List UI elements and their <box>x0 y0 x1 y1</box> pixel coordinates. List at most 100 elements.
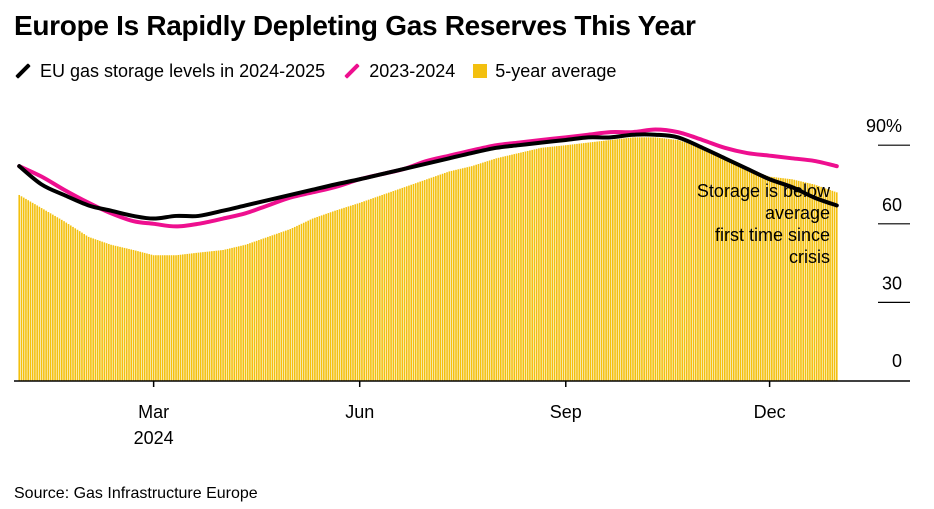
average-bar <box>598 141 601 381</box>
average-bar <box>759 173 762 381</box>
average-bar <box>784 178 787 381</box>
average-bar <box>663 138 666 381</box>
average-bar <box>753 171 755 381</box>
average-bar <box>85 235 88 381</box>
average-bar <box>744 167 746 381</box>
average-bar <box>334 210 336 381</box>
average-bar <box>576 143 578 381</box>
average-bar <box>374 197 377 381</box>
average-bar <box>654 137 657 381</box>
average-bar <box>670 139 672 381</box>
average-bar <box>90 237 92 381</box>
average-bar <box>105 243 108 381</box>
average-bar <box>417 182 419 381</box>
average-bar <box>284 230 287 381</box>
average-bar <box>83 234 85 381</box>
average-bar <box>327 213 330 381</box>
average-bar <box>309 219 312 381</box>
average-bar <box>791 179 793 381</box>
average-bar <box>780 177 782 381</box>
average-bar <box>771 176 773 381</box>
average-bar <box>390 191 392 381</box>
average-bar <box>470 166 473 381</box>
average-bar <box>777 177 780 381</box>
average-bar <box>609 139 612 381</box>
average-bar <box>186 253 189 381</box>
average-bar <box>166 255 168 381</box>
average-bar <box>717 155 719 381</box>
average-bar <box>132 250 135 381</box>
average-bar <box>394 190 397 381</box>
average-bar <box>452 170 455 381</box>
legend-item-2023-2024: 2023-2024 <box>343 61 455 82</box>
average-bar <box>526 150 529 381</box>
average-bar <box>125 248 128 381</box>
average-bar <box>246 243 249 381</box>
average-bar <box>629 137 632 381</box>
average-bar <box>128 248 130 381</box>
average-bar <box>116 246 119 381</box>
average-bar <box>141 252 144 381</box>
y-tick-label: 90% <box>866 116 902 136</box>
average-bar <box>730 161 733 381</box>
average-bar <box>143 252 146 381</box>
average-bar <box>255 240 258 381</box>
average-bar <box>603 140 605 381</box>
average-bar <box>587 142 589 381</box>
average-bar <box>112 245 115 381</box>
average-bar <box>468 166 471 381</box>
average-bar <box>768 176 771 381</box>
x-tick-label: Dec <box>754 402 786 422</box>
x-tick-label: Mar <box>138 402 169 422</box>
average-bar <box>486 161 489 381</box>
average-bar <box>520 152 522 381</box>
average-bar <box>137 251 139 381</box>
average-bar <box>697 146 699 381</box>
average-bar <box>130 249 133 381</box>
average-bar <box>459 168 462 381</box>
average-bar <box>665 138 668 381</box>
average-bar <box>34 204 36 381</box>
average-bar <box>213 250 215 381</box>
average-bar <box>168 255 171 381</box>
average-bar <box>585 142 587 381</box>
average-bar <box>25 198 27 381</box>
average-bar <box>18 194 21 381</box>
average-bar <box>396 189 399 381</box>
average-bar <box>332 211 334 381</box>
average-bar <box>108 243 110 381</box>
average-bar <box>589 142 592 381</box>
average-bar <box>690 144 693 381</box>
average-bar <box>457 169 460 381</box>
legend: EU gas storage levels in 2024-2025 2023-… <box>14 58 634 84</box>
average-bar <box>410 184 413 381</box>
average-bar <box>741 166 744 381</box>
average-bar <box>511 154 513 381</box>
average-bar <box>513 154 516 381</box>
average-bar <box>813 184 816 381</box>
average-bar <box>712 153 715 381</box>
average-bar <box>152 255 155 381</box>
average-bar <box>542 147 545 381</box>
average-bar <box>441 173 444 381</box>
average-bar <box>715 154 717 381</box>
average-bar <box>726 159 728 381</box>
average-bar <box>282 231 285 381</box>
average-bar <box>56 217 59 381</box>
average-bar <box>379 195 381 381</box>
average-bar <box>47 212 50 381</box>
average-bar <box>549 146 551 381</box>
average-bar <box>529 150 531 381</box>
average-bar <box>204 251 206 381</box>
series-line-2023-2024 <box>17 127 839 229</box>
average-bar <box>20 196 23 381</box>
average-bar <box>423 180 426 381</box>
average-bar <box>199 252 202 381</box>
average-bar <box>659 137 661 381</box>
average-bar <box>215 250 218 381</box>
average-bar <box>484 161 486 381</box>
average-bar <box>827 189 829 381</box>
average-bar <box>49 213 52 381</box>
average-bar <box>809 183 811 381</box>
